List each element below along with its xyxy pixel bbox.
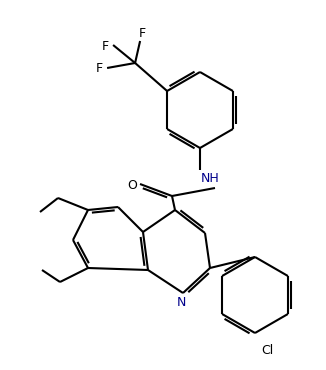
Text: F: F xyxy=(96,61,103,74)
Text: F: F xyxy=(101,40,109,53)
Text: Cl: Cl xyxy=(261,344,273,357)
Text: O: O xyxy=(127,178,137,192)
Text: F: F xyxy=(139,27,146,40)
Text: N: N xyxy=(176,296,186,309)
Text: NH: NH xyxy=(200,172,219,185)
